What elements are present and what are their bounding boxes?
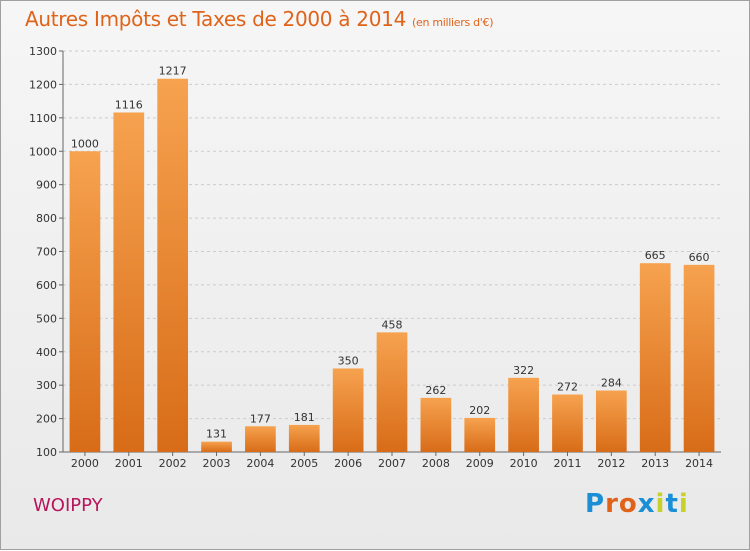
bar — [683, 264, 715, 452]
bar — [245, 426, 276, 452]
x-tick-label: 2005 — [290, 457, 318, 470]
y-tick-label: 500 — [36, 312, 57, 325]
bar — [508, 377, 539, 452]
logo-letter: o — [618, 489, 638, 519]
y-tick-label: 800 — [36, 212, 57, 225]
chart-subtitle: (en milliers d'€) — [412, 16, 494, 29]
logo-letter: r — [605, 489, 619, 519]
proxiti-logo[interactable]: Proxiti — [585, 489, 689, 519]
y-tick-label: 200 — [36, 413, 57, 426]
y-tick-label: 900 — [36, 179, 57, 192]
x-tick-label: 2000 — [71, 457, 99, 470]
y-tick-label: 1200 — [29, 78, 57, 91]
x-tick-label: 2013 — [641, 457, 669, 470]
bar-value-label: 131 — [206, 428, 227, 441]
y-tick-label: 400 — [36, 346, 57, 359]
bar — [639, 263, 671, 452]
y-tick-label: 1300 — [29, 45, 57, 58]
x-tick-label: 2011 — [553, 457, 581, 470]
x-tick-label: 2001 — [115, 457, 143, 470]
bar-value-label: 202 — [469, 404, 490, 417]
bar-value-label: 1217 — [159, 65, 187, 78]
chart-title-block: Autres Impôts et Taxes de 2000 à 2014 (en… — [25, 7, 493, 31]
logo-letter: i — [678, 489, 689, 519]
x-tick-label: 2002 — [159, 457, 187, 470]
bar — [113, 112, 145, 452]
bar-value-label: 458 — [382, 318, 403, 331]
bar — [376, 332, 408, 452]
bar-value-label: 181 — [294, 411, 315, 424]
x-tick-label: 2003 — [203, 457, 231, 470]
y-tick-label: 1000 — [29, 145, 57, 158]
y-tick-label: 1100 — [29, 112, 57, 125]
bar-value-label: 660 — [689, 251, 710, 264]
x-tick-label: 2012 — [597, 457, 625, 470]
bar-value-label: 350 — [338, 354, 359, 367]
x-tick-label: 2014 — [685, 457, 713, 470]
bar — [595, 390, 627, 452]
bar — [201, 441, 232, 452]
y-tick-label: 700 — [36, 246, 57, 259]
x-tick-label: 2010 — [510, 457, 538, 470]
bar — [332, 368, 364, 452]
bar — [420, 397, 452, 452]
logo-letter: t — [665, 489, 679, 519]
bar — [288, 424, 320, 452]
bar-value-label: 1000 — [71, 137, 99, 150]
bar-value-label: 322 — [513, 364, 534, 377]
town-name: WOIPPY — [33, 495, 103, 516]
x-tick-label: 2009 — [466, 457, 494, 470]
bar-value-label: 284 — [601, 377, 622, 390]
y-tick-label: 300 — [36, 379, 57, 392]
bar-value-label: 272 — [557, 381, 578, 394]
bar-value-label: 262 — [425, 384, 446, 397]
bar — [157, 78, 189, 452]
logo-letter: x — [637, 489, 656, 519]
x-tick-label: 2008 — [422, 457, 450, 470]
x-tick-label: 2004 — [246, 457, 274, 470]
bar-value-label: 177 — [250, 412, 271, 425]
y-tick-label: 600 — [36, 279, 57, 292]
bar — [552, 394, 583, 452]
bar — [69, 151, 101, 452]
bar — [464, 417, 496, 452]
logo-letter: i — [655, 489, 666, 519]
y-tick-label: 100 — [36, 446, 57, 459]
bar-value-label: 1116 — [115, 98, 143, 111]
logo-letter: P — [585, 489, 606, 519]
chart-title: Autres Impôts et Taxes de 2000 à 2014 — [25, 7, 406, 31]
bar-value-label: 665 — [645, 249, 666, 262]
x-tick-label: 2007 — [378, 457, 406, 470]
x-tick-label: 2006 — [334, 457, 362, 470]
